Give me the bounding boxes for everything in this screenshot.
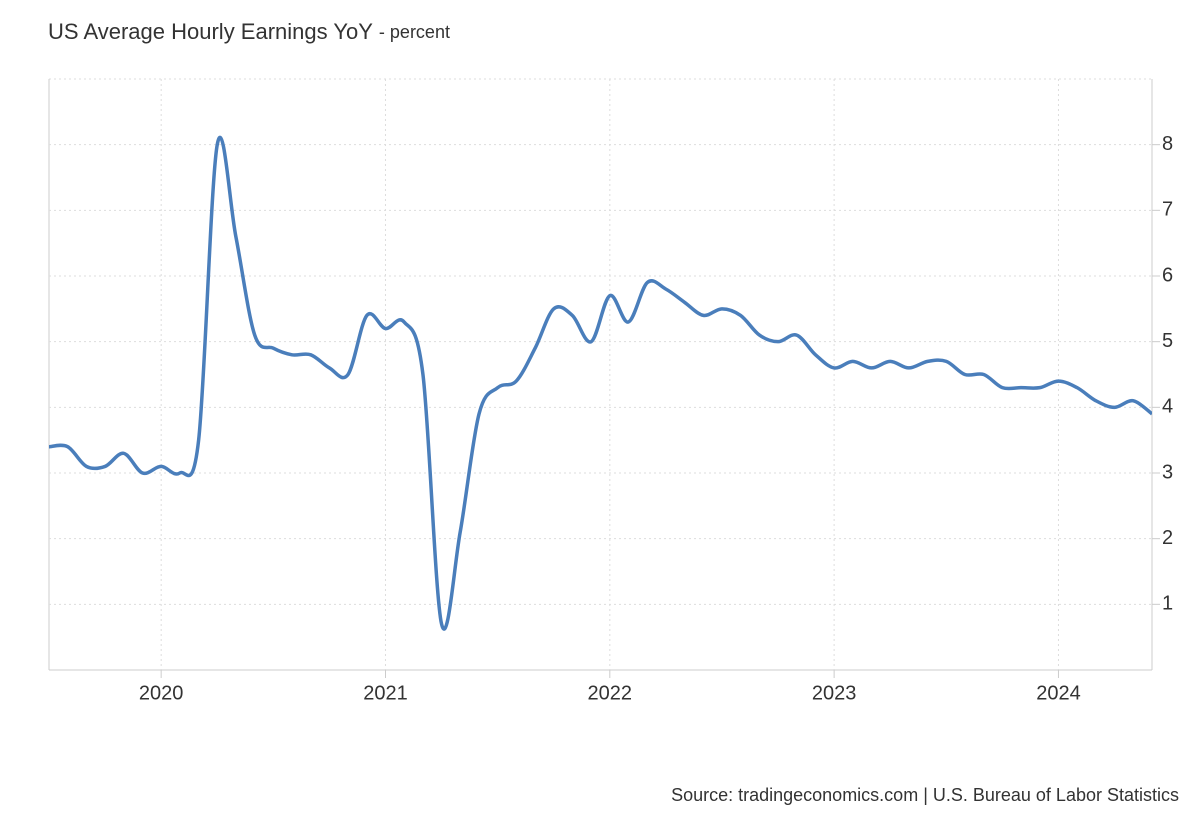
x-tick-label: 2022 — [588, 682, 633, 704]
y-tick-label: 1 — [1162, 593, 1173, 615]
y-tick-label: 2 — [1162, 527, 1173, 549]
title: US Average Hourly Earnings YoY — [48, 19, 373, 44]
series-line — [49, 135, 1152, 631]
source: Source: tradingeconomics.com | U.S. Bure… — [671, 785, 1179, 805]
y-tick-label: 8 — [1162, 133, 1173, 155]
y-tick-label: 7 — [1162, 199, 1173, 221]
y-tick-label: 3 — [1162, 461, 1173, 483]
y-tick-label: 4 — [1162, 396, 1173, 418]
y-tick-label: 6 — [1162, 264, 1173, 286]
chart-title: US Average Hourly Earnings YoY - percent — [48, 19, 450, 44]
x-tick-label: 2023 — [812, 682, 857, 704]
x-tick-label: 2020 — [139, 682, 184, 704]
y-tick-label: 5 — [1162, 330, 1173, 352]
subtitle: - percent — [379, 22, 450, 42]
x-tick-label: 2024 — [1036, 682, 1081, 704]
x-tick-label: 2021 — [363, 682, 408, 704]
